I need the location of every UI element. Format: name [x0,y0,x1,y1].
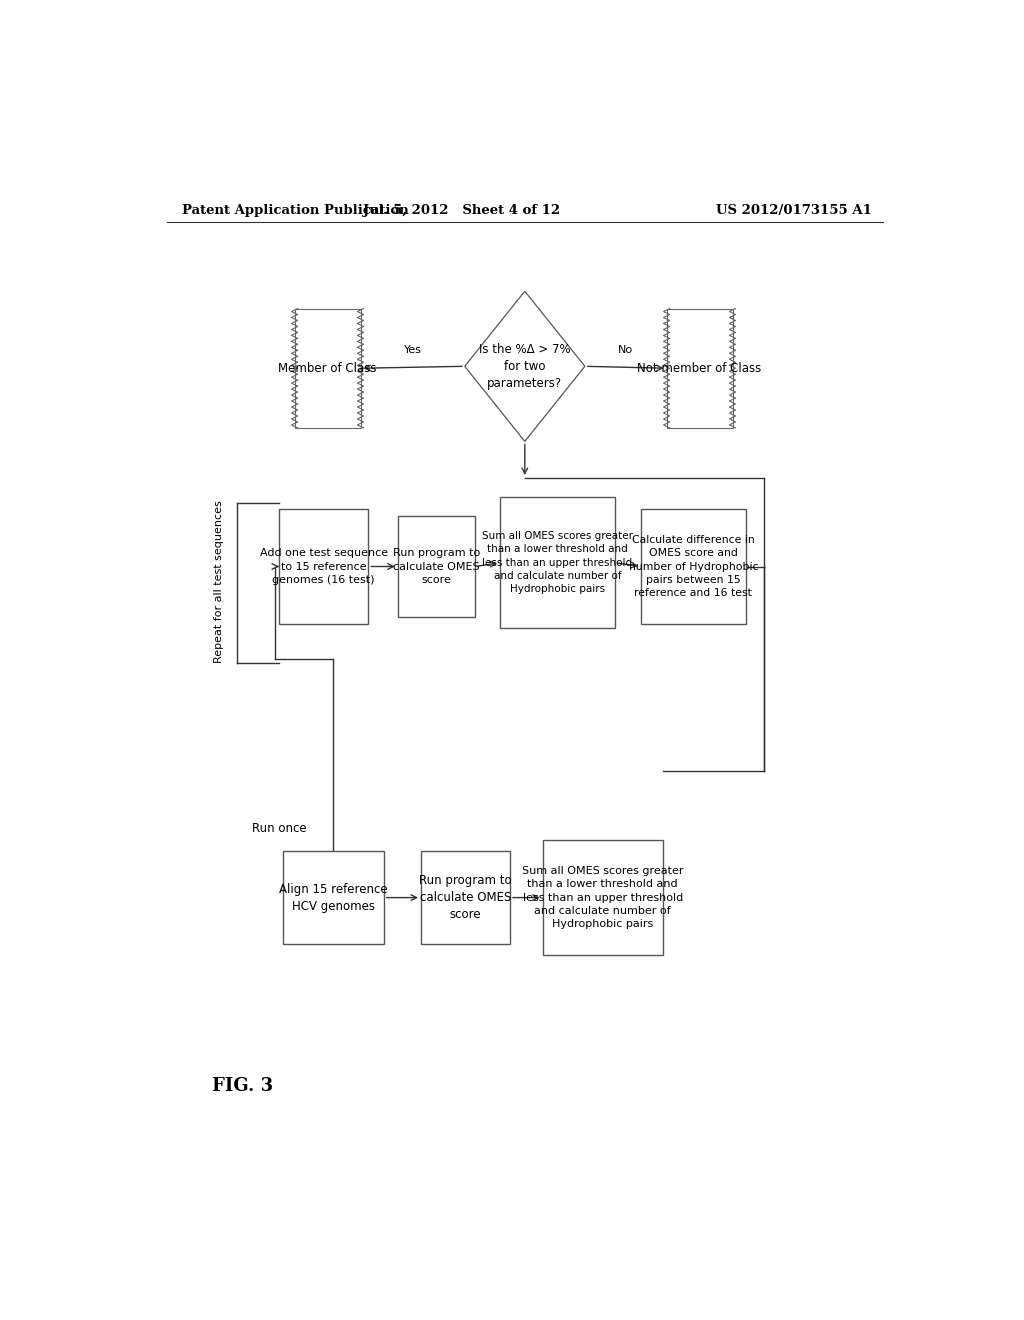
Bar [543,840,663,956]
Text: Sum all OMES scores greater
than a lower threshold and
less than an upper thresh: Sum all OMES scores greater than a lower… [482,531,633,594]
Text: FIG. 3: FIG. 3 [212,1077,272,1096]
Bar [295,309,360,428]
Bar [641,508,745,624]
Bar [397,516,475,616]
Text: Patent Application Publication: Patent Application Publication [182,205,409,218]
Text: Add one test sequence
to 15 reference
genomes (16 test): Add one test sequence to 15 reference ge… [260,548,388,585]
Text: Repeat for all test sequences: Repeat for all test sequences [214,500,224,663]
Bar [667,309,732,428]
Text: Is the %Δ > 7%
for two
parameters?: Is the %Δ > 7% for two parameters? [479,343,570,389]
Text: Calculate difference in
OMES score and
number of Hydrophobic
pairs between 15
re: Calculate difference in OMES score and n… [629,535,758,598]
Bar [280,508,369,624]
Text: Align 15 reference
HCV genomes: Align 15 reference HCV genomes [280,883,388,912]
Text: Yes: Yes [403,345,422,355]
Text: Run once: Run once [252,822,306,834]
Bar [421,851,510,944]
Text: Run program to
calculate OMES
score: Run program to calculate OMES score [419,874,512,921]
Text: Sum all OMES scores greater
than a lower threshold and
less than an upper thresh: Sum all OMES scores greater than a lower… [522,866,683,929]
Text: Jul. 5, 2012   Sheet 4 of 12: Jul. 5, 2012 Sheet 4 of 12 [362,205,560,218]
Bar [283,851,384,944]
Bar [500,498,614,628]
Text: No: No [618,345,633,355]
Text: US 2012/0173155 A1: US 2012/0173155 A1 [716,205,872,218]
Text: Run program to
calculate OMES
score: Run program to calculate OMES score [393,548,480,585]
Text: Not member of Class: Not member of Class [637,362,762,375]
Polygon shape [465,292,585,441]
Text: Member of Class: Member of Class [279,362,377,375]
